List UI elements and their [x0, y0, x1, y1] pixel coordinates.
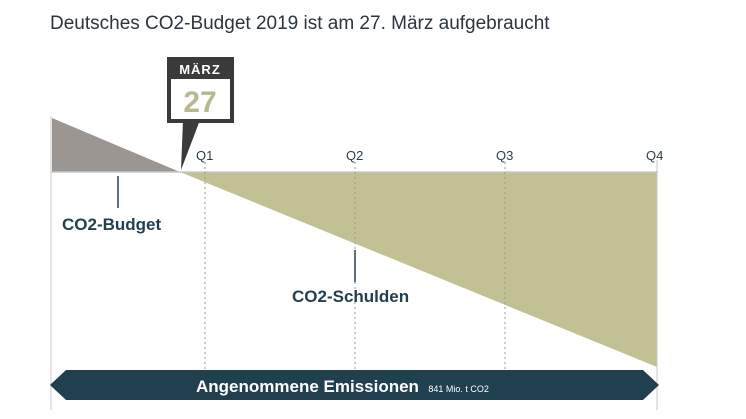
budget-area [52, 118, 180, 172]
page-title: Deutsches CO2-Budget 2019 ist am 27. Mär… [50, 13, 550, 34]
calendar-page [171, 79, 230, 119]
calendar-day: 27 [183, 86, 216, 119]
q3-label: Q3 [496, 148, 513, 163]
q2-label: Q2 [346, 148, 363, 163]
calendar-marker: MÄRZ 27 [167, 57, 234, 170]
emissions-amount: 841 Mio. t CO2 [428, 384, 489, 394]
emissions-label: Angenommene Emissionen [196, 377, 419, 396]
emissions-text: Angenommene Emissionen 841 Mio. t CO2 [196, 377, 489, 396]
q1-label: Q1 [196, 148, 213, 163]
calendar-pointer [181, 120, 200, 170]
emissions-arrow [50, 370, 659, 400]
debt-area [180, 172, 657, 367]
budget-label: CO2-Budget [62, 215, 162, 234]
debt-label: CO2-Schulden [292, 287, 409, 306]
calendar-month: MÄRZ [179, 62, 221, 77]
q4-label: Q4 [646, 148, 663, 163]
